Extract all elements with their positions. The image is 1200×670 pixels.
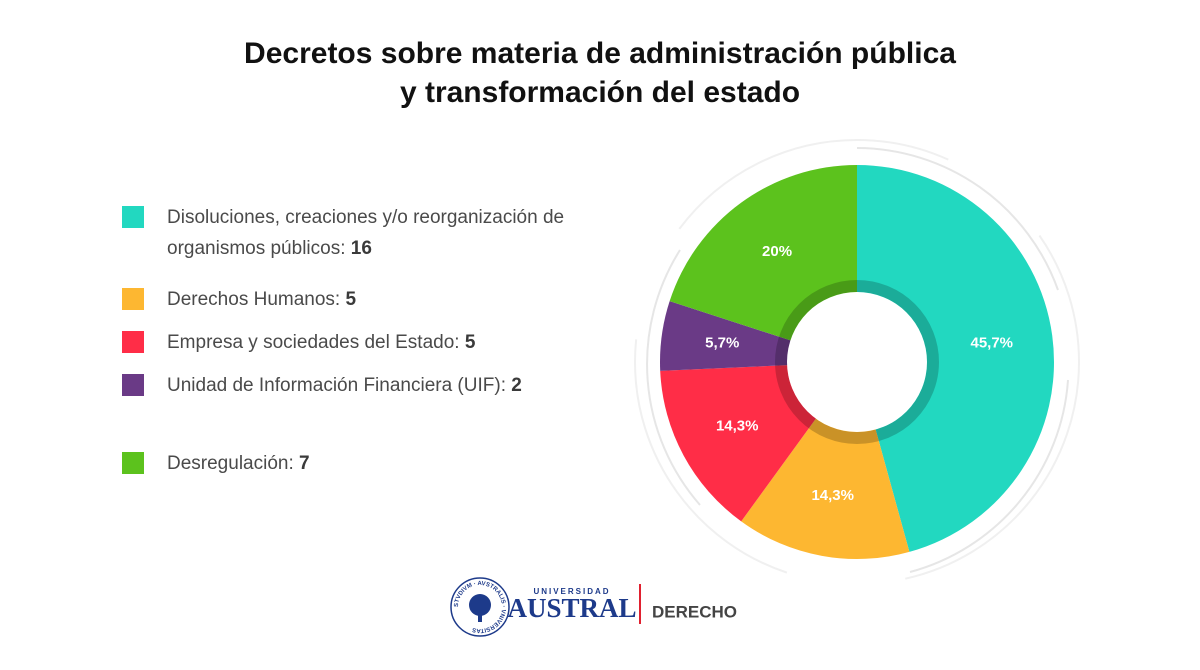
legend-swatch <box>122 288 144 310</box>
legend-label: Desregulación: <box>167 453 294 474</box>
decor-arc <box>646 249 701 506</box>
legend-label: Unidad de Información Financiera (UIF): <box>167 375 506 396</box>
decor-arc <box>909 379 1069 573</box>
legend-value: 5 <box>345 289 357 310</box>
slice-label: 20% <box>762 243 792 260</box>
slice-label: 14,3% <box>716 417 759 434</box>
legend-value: 2 <box>511 375 522 396</box>
legend-value: 16 <box>350 238 372 259</box>
university-name: AUSTRAL <box>507 593 636 623</box>
inner-ring <box>775 280 939 444</box>
slice-label: 14,3% <box>811 487 854 504</box>
legend-value: 7 <box>299 453 310 474</box>
legend-label: Empresa y sociedades del Estado: <box>167 332 460 353</box>
legend-swatch <box>122 206 144 228</box>
slice-label: 5,7% <box>705 335 739 352</box>
legend-value: 5 <box>464 332 476 353</box>
legend-text: Disoluciones, creaciones y/o reorganizac… <box>167 202 607 264</box>
legend-label: Disoluciones, creaciones y/o reorganizac… <box>167 207 565 259</box>
slice <box>857 165 1054 552</box>
seal: STVDIVM · AVSTRALIS · VNIVERSITAS <box>450 577 510 637</box>
seal-trunk <box>478 610 482 622</box>
legend-swatch <box>122 452 144 474</box>
legend-swatch <box>122 331 144 353</box>
chart-title: Decretos sobre materia de administración… <box>244 37 956 70</box>
legend-swatch <box>122 374 144 396</box>
donut-hole <box>787 292 927 432</box>
legend-text: Unidad de Información Financiera (UIF): … <box>167 370 607 401</box>
legend-label: Derechos Humanos: <box>167 289 341 310</box>
legend-text: Derechos Humanos: 5 <box>167 284 607 315</box>
faculty: DERECHO <box>652 602 737 621</box>
legend-text: Empresa y sociedades del Estado: 5 <box>167 327 607 358</box>
legend-text: Desregulación: 7 <box>167 448 607 479</box>
slice-label: 45,7% <box>970 335 1013 352</box>
decor-arc <box>856 147 1059 291</box>
chart-title: y transformación del estado <box>400 76 800 109</box>
university-small: UNIVERSIDAD <box>533 587 610 596</box>
decor-ring <box>634 139 1080 585</box>
seal-tree <box>469 594 491 616</box>
